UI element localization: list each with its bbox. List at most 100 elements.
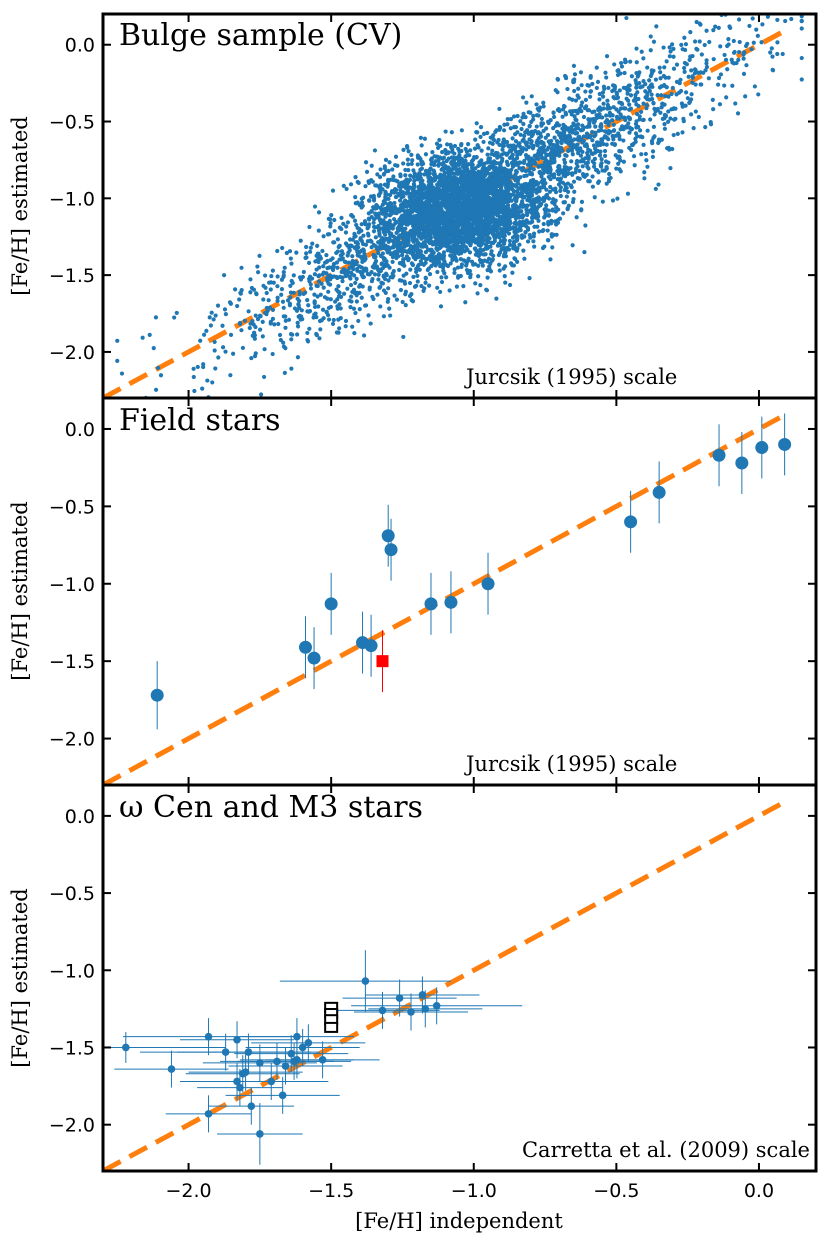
scatter-point (514, 169, 519, 175)
scatter-point (319, 318, 324, 323)
scatter-point (610, 198, 616, 203)
scatter-point (664, 59, 669, 64)
scatter-point (723, 57, 729, 62)
scatter-point (257, 253, 262, 258)
scatter-point (414, 173, 419, 178)
scatter-point (242, 318, 247, 323)
scatter-point (252, 336, 257, 341)
scatter-point (598, 115, 603, 120)
scatter-point (594, 65, 599, 70)
scatter-point (537, 229, 542, 234)
scatter-point (536, 135, 542, 141)
scatter-point (377, 174, 383, 180)
scatter-point (425, 194, 431, 199)
scatter-point (416, 228, 421, 233)
scatter-point (407, 280, 413, 286)
scatter-point (689, 112, 694, 117)
scatter-point (706, 76, 711, 81)
scatter-point (351, 263, 356, 268)
scatter-point (420, 224, 425, 229)
scatter-point (555, 176, 560, 182)
scatter-point (627, 102, 632, 107)
scatter-point (459, 143, 464, 148)
scatter-point (326, 289, 331, 294)
scatter-point (628, 93, 634, 98)
scatter-point (391, 223, 396, 228)
scatter-point (518, 193, 523, 198)
scatter-point (678, 88, 684, 94)
scatter-point (775, 17, 780, 23)
scatter-point (704, 64, 710, 70)
scatter-point (414, 237, 419, 243)
scatter-point (462, 187, 467, 192)
scatter-point (205, 378, 210, 383)
scatter-point (275, 274, 280, 279)
scatter-point (373, 259, 379, 264)
scatter-point (606, 119, 612, 125)
scatter-point (344, 186, 349, 192)
scatter-point (501, 241, 507, 246)
scatter-point (754, 27, 759, 32)
scatter-point (195, 364, 200, 370)
scatter-point (383, 157, 389, 162)
scatter-point (605, 102, 610, 108)
scatter-point (447, 288, 452, 293)
scatter-point (411, 186, 416, 191)
scatter-point (521, 160, 527, 166)
scatter-point (649, 71, 654, 76)
scatter-point (483, 229, 488, 234)
scatter-point (634, 111, 640, 117)
scatter-point (359, 265, 364, 270)
scatter-point (586, 156, 591, 162)
scatter-point (544, 203, 549, 208)
scatter-point (438, 229, 443, 235)
scatter-point (683, 90, 689, 95)
scatter-point (388, 313, 393, 318)
scatter-point (710, 97, 715, 103)
scatter-point (486, 256, 492, 261)
scatter-point (475, 143, 480, 148)
scatter-point (406, 168, 411, 173)
scatter-point (592, 195, 597, 200)
scatter-point (558, 169, 564, 174)
scatter-point (484, 185, 490, 190)
scatter-point (260, 319, 265, 324)
scatter-point (153, 315, 159, 320)
scatter-point (320, 248, 325, 254)
scatter-point (390, 226, 395, 231)
scatter-point (736, 50, 742, 55)
scatter-point (448, 208, 453, 213)
scatter-point (634, 46, 639, 51)
scatter-point (593, 124, 598, 129)
scatter-point (427, 283, 432, 288)
scatter-point (541, 228, 546, 233)
scatter-point (749, 47, 754, 52)
scatter-point (650, 141, 655, 146)
scatter-point (586, 108, 592, 113)
scatter-point (337, 257, 342, 262)
scatter-point (527, 208, 532, 214)
scatter-point (510, 235, 516, 240)
scatter-point (432, 171, 437, 177)
scatter-point (488, 199, 494, 204)
scatter-point (509, 167, 514, 172)
scatter-point (363, 303, 368, 308)
scatter-point (210, 380, 215, 385)
scatter-point (352, 331, 357, 336)
scatter-point (450, 226, 455, 231)
scatter-point (580, 164, 585, 169)
scatter-point (462, 228, 467, 233)
scatter-point (558, 193, 563, 199)
scatter-point (642, 170, 647, 175)
scatter-point (507, 148, 513, 153)
scatter-point (572, 189, 577, 194)
scatter-point (446, 150, 451, 155)
scatter-point (254, 291, 259, 296)
scatter-point (651, 124, 657, 129)
scatter-point (486, 236, 491, 241)
scatter-point (648, 34, 653, 39)
scatter-point (435, 269, 440, 275)
scatter-point (404, 254, 410, 260)
scatter-point (667, 54, 672, 59)
scatter-point (761, 9, 765, 13)
